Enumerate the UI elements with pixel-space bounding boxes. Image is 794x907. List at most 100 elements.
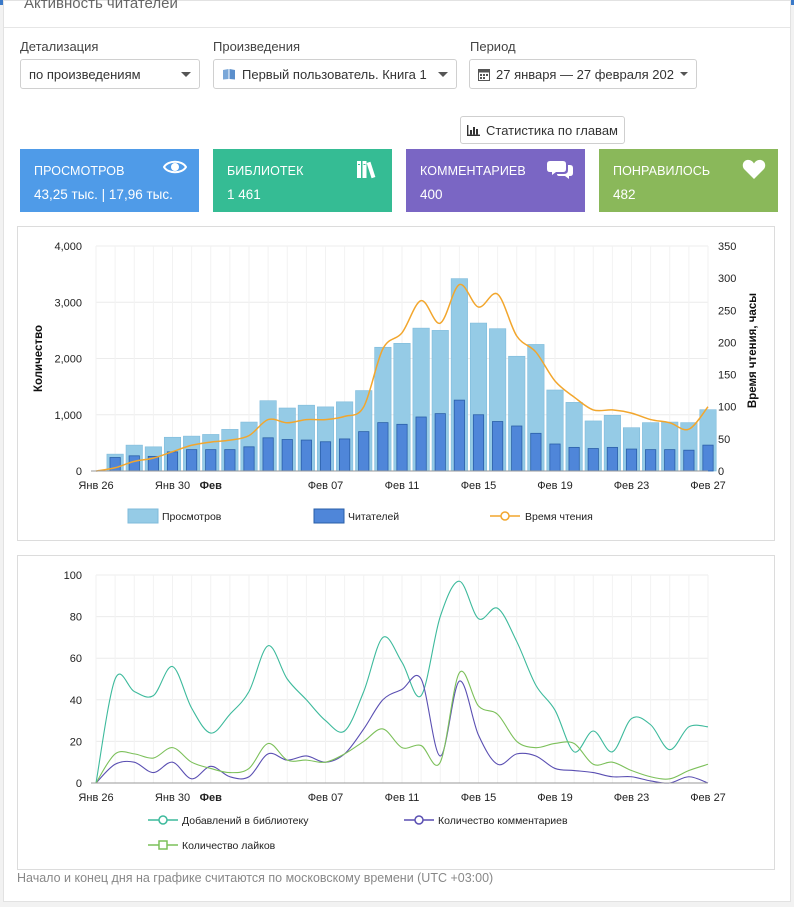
stat-card-0: Просмотров 43,25 тыс. | 17,96 тыс. bbox=[20, 149, 199, 212]
chapter-stats-label: Статистика по главам bbox=[486, 122, 618, 138]
y2-tick-label: 0 bbox=[718, 466, 724, 478]
readers-bar bbox=[645, 449, 657, 472]
timezone-note: Начало и конец дня на графике считаются … bbox=[17, 871, 494, 885]
readers-bar bbox=[606, 446, 618, 472]
chapter-stats-button[interactable]: Статистика по главам bbox=[460, 116, 625, 144]
y2-tick-label: 50 bbox=[718, 434, 730, 446]
y2-tick-label: 150 bbox=[718, 370, 736, 382]
readers-bar bbox=[300, 439, 312, 472]
legend-views-swatch bbox=[127, 508, 159, 524]
reading-time-line bbox=[95, 283, 709, 472]
views-readers-chart: 0 1,000 2,000 3,000 4,000 0 50 100 150 200 250 300 3… bbox=[33, 241, 759, 524]
y2-tick-label: 350 bbox=[718, 241, 736, 253]
books-icon bbox=[356, 159, 380, 184]
readers-bar bbox=[243, 446, 255, 472]
readers-bar bbox=[281, 439, 293, 472]
stat-card-3: Понравилось 482 bbox=[599, 149, 778, 212]
x-tick-label: Фев 11 bbox=[385, 792, 420, 804]
readers-bar bbox=[396, 423, 408, 472]
readers-bar bbox=[472, 414, 485, 472]
x-tick-label: Фев 07 bbox=[308, 792, 344, 804]
book-icon bbox=[222, 68, 236, 80]
caret-down-icon bbox=[438, 71, 448, 77]
y-tick-label: 0 bbox=[76, 778, 82, 790]
detail-value: по произведениям bbox=[29, 66, 141, 82]
x-tick-label: Фев 07 bbox=[308, 480, 344, 492]
legend-readers-swatch bbox=[313, 508, 345, 524]
stat-card-value: 43,25 тыс. | 17,96 тыс. bbox=[34, 187, 173, 202]
eye-icon bbox=[162, 159, 188, 180]
bar-chart-icon bbox=[467, 124, 481, 136]
y-tick-label: 20 bbox=[70, 736, 82, 748]
title-divider bbox=[4, 27, 790, 28]
legend-label-2: Количество лайков bbox=[182, 840, 276, 852]
y2-axis-title: Время чтения, часы bbox=[747, 293, 759, 408]
y-axis-title: Количество bbox=[33, 325, 45, 392]
x-tick-label: Янв 26 bbox=[78, 792, 113, 804]
stat-card-value: 1 461 bbox=[227, 187, 261, 202]
readers-bar bbox=[415, 416, 427, 472]
x-tick-label: Фев 15 bbox=[461, 792, 497, 804]
readers-bar bbox=[224, 449, 236, 472]
detail-label: Детализация bbox=[20, 39, 99, 54]
detail-dropdown[interactable]: по произведениям bbox=[20, 59, 200, 89]
legend-readers-label: Читателей bbox=[348, 511, 399, 523]
y-tick-label: 1,000 bbox=[54, 410, 82, 422]
y2-tick-label: 250 bbox=[718, 305, 736, 317]
heart-icon bbox=[742, 159, 766, 185]
x-tick-label: Фев 11 bbox=[385, 480, 420, 492]
work-value: Первый пользователь. Книга 1 bbox=[242, 66, 427, 82]
legend-marker-0 bbox=[158, 815, 168, 825]
period-picker[interactable]: 27 января — 27 февраля 2024 bbox=[469, 59, 697, 89]
calendar-icon bbox=[478, 68, 490, 81]
stat-card-label: Библиотек bbox=[227, 164, 304, 178]
stat-card-value: 482 bbox=[613, 187, 636, 202]
stat-card-value: 400 bbox=[420, 187, 443, 202]
y2-tick-label: 200 bbox=[718, 337, 736, 349]
readers-bar bbox=[128, 455, 140, 472]
legend-time-marker bbox=[500, 511, 510, 521]
stat-card-label: Комментариев bbox=[420, 164, 526, 178]
readers-bar bbox=[166, 451, 179, 472]
stat-card-label: Понравилось bbox=[613, 164, 711, 178]
legend-marker-2 bbox=[158, 840, 168, 850]
readers-bar bbox=[492, 421, 504, 472]
readers-bar bbox=[358, 431, 370, 472]
readers-bar bbox=[664, 449, 676, 472]
x-tick-label: Янв 26 bbox=[78, 480, 113, 492]
readers-bar bbox=[683, 449, 695, 472]
work-dropdown[interactable]: Первый пользователь. Книга 1 bbox=[213, 59, 457, 89]
stat-card-2: Комментариев 400 bbox=[406, 149, 585, 212]
y-tick-label: 0 bbox=[76, 466, 82, 478]
x-tick-label: Фев 19 bbox=[537, 480, 573, 492]
x-tick-label: Янв 30 bbox=[155, 792, 190, 804]
readers-bar bbox=[587, 448, 599, 472]
stat-card-label: Просмотров bbox=[34, 164, 125, 178]
activity-chart-box: 0 20 40 60 80 100 Янв 26 Янв 30 Фев Фев 07 Фев 11 Ф… bbox=[17, 555, 775, 870]
legend-label-0: Добавлений в библиотеку bbox=[182, 815, 309, 827]
readers-bar bbox=[339, 438, 351, 472]
y-tick-label: 80 bbox=[70, 612, 82, 624]
readers-bar bbox=[319, 441, 332, 472]
y-tick-label: 100 bbox=[64, 570, 82, 582]
readers-bar bbox=[549, 443, 561, 472]
x-tick-label: Фев 23 bbox=[614, 792, 650, 804]
panel-title: Активность читателей bbox=[24, 0, 178, 12]
y2-tick-label: 100 bbox=[718, 402, 736, 414]
series-line-2 bbox=[95, 670, 709, 784]
y2-tick-label: 300 bbox=[718, 273, 736, 285]
x-tick-label: Фев bbox=[200, 792, 223, 804]
activity-chart: 0 20 40 60 80 100 Янв 26 Янв 30 Фев Фев 07 Фев 11 Ф… bbox=[64, 570, 726, 852]
comments-icon bbox=[547, 159, 573, 184]
x-tick-label: Фев 27 bbox=[690, 792, 726, 804]
legend-label-1: Количество комментариев bbox=[438, 815, 568, 827]
period-value: 27 января — 27 февраля 2024 bbox=[496, 66, 674, 82]
readers-bar bbox=[434, 413, 446, 472]
y-tick-label: 4,000 bbox=[54, 241, 82, 253]
readers-bar bbox=[625, 448, 638, 472]
x-tick-label: Фев 27 bbox=[690, 480, 726, 492]
legend-views-label: Просмотров bbox=[162, 511, 222, 523]
readers-bar bbox=[453, 399, 465, 472]
caret-down-icon bbox=[680, 72, 688, 76]
readers-bar bbox=[186, 449, 198, 472]
